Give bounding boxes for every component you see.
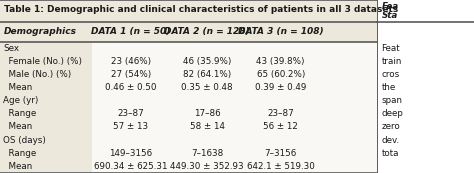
Text: Sex: Sex: [3, 44, 19, 53]
Bar: [92, 94, 377, 107]
Text: OS (days): OS (days): [3, 136, 46, 145]
Bar: [0, 22, 377, 42]
Text: tota: tota: [382, 149, 399, 158]
Text: DATA 1 (n = 50): DATA 1 (n = 50): [91, 27, 171, 36]
Bar: [92, 134, 377, 147]
Text: Female (No.) (%): Female (No.) (%): [3, 57, 82, 66]
Bar: [0, 68, 92, 81]
Bar: [92, 147, 377, 160]
Bar: [0, 0, 377, 22]
Text: 56 ± 12: 56 ± 12: [263, 122, 298, 131]
Text: 149–3156: 149–3156: [109, 149, 153, 158]
Text: Sta: Sta: [382, 11, 398, 20]
Text: Range: Range: [3, 109, 36, 118]
Bar: [0, 42, 92, 55]
Bar: [92, 107, 377, 120]
Text: 642.1 ± 519.30: 642.1 ± 519.30: [247, 162, 315, 171]
Bar: [0, 160, 92, 173]
Text: span: span: [382, 96, 402, 105]
Bar: [92, 160, 377, 173]
Text: Table 1: Demographic and clinical characteristics of patients in all 3 datasets: Table 1: Demographic and clinical charac…: [4, 5, 398, 14]
Text: 0.35 ± 0.48: 0.35 ± 0.48: [182, 83, 233, 92]
Text: 690.34 ± 625.31: 690.34 ± 625.31: [94, 162, 168, 171]
Text: Mean: Mean: [3, 162, 33, 171]
Text: 23 (46%): 23 (46%): [111, 57, 151, 66]
Text: 43 (39.8%): 43 (39.8%): [256, 57, 305, 66]
Text: 7–3156: 7–3156: [264, 149, 297, 158]
Text: 17–86: 17–86: [194, 109, 220, 118]
Bar: [92, 42, 377, 55]
Text: the: the: [382, 83, 396, 92]
Text: 57 ± 13: 57 ± 13: [113, 122, 148, 131]
Bar: [92, 55, 377, 68]
Text: zero: zero: [382, 122, 401, 131]
Bar: [0, 55, 92, 68]
Text: 82 (64.1%): 82 (64.1%): [183, 70, 231, 79]
Text: 23–87: 23–87: [118, 109, 144, 118]
Text: Range: Range: [3, 149, 36, 158]
Text: Mean: Mean: [3, 83, 33, 92]
Text: Feat: Feat: [382, 44, 400, 53]
Bar: [0, 81, 92, 94]
Text: 0.39 ± 0.49: 0.39 ± 0.49: [255, 83, 306, 92]
Text: Male (No.) (%): Male (No.) (%): [3, 70, 72, 79]
Bar: [377, 0, 474, 173]
Bar: [92, 68, 377, 81]
Text: Fea: Fea: [382, 2, 399, 11]
Text: 27 (54%): 27 (54%): [111, 70, 151, 79]
Text: 449.30 ± 352.93: 449.30 ± 352.93: [171, 162, 244, 171]
Text: Age (yr): Age (yr): [3, 96, 39, 105]
Text: Demographics: Demographics: [4, 27, 77, 36]
Text: train: train: [382, 57, 402, 66]
Bar: [0, 147, 92, 160]
Text: 23–87: 23–87: [267, 109, 294, 118]
Text: 7–1638: 7–1638: [191, 149, 223, 158]
Text: dev.: dev.: [382, 136, 400, 145]
Bar: [0, 107, 92, 120]
Text: deep: deep: [382, 109, 403, 118]
Text: 0.46 ± 0.50: 0.46 ± 0.50: [105, 83, 157, 92]
Text: 46 (35.9%): 46 (35.9%): [183, 57, 231, 66]
Text: DATA 3 (n = 108): DATA 3 (n = 108): [238, 27, 324, 36]
Text: DATA 2 (n = 128): DATA 2 (n = 128): [164, 27, 250, 36]
Text: 65 (60.2%): 65 (60.2%): [256, 70, 305, 79]
Bar: [0, 134, 92, 147]
Bar: [92, 120, 377, 134]
Bar: [0, 94, 92, 107]
Text: cros: cros: [382, 70, 400, 79]
Bar: [0, 120, 92, 134]
Text: 58 ± 14: 58 ± 14: [190, 122, 225, 131]
Text: Mean: Mean: [3, 122, 33, 131]
Bar: [92, 81, 377, 94]
